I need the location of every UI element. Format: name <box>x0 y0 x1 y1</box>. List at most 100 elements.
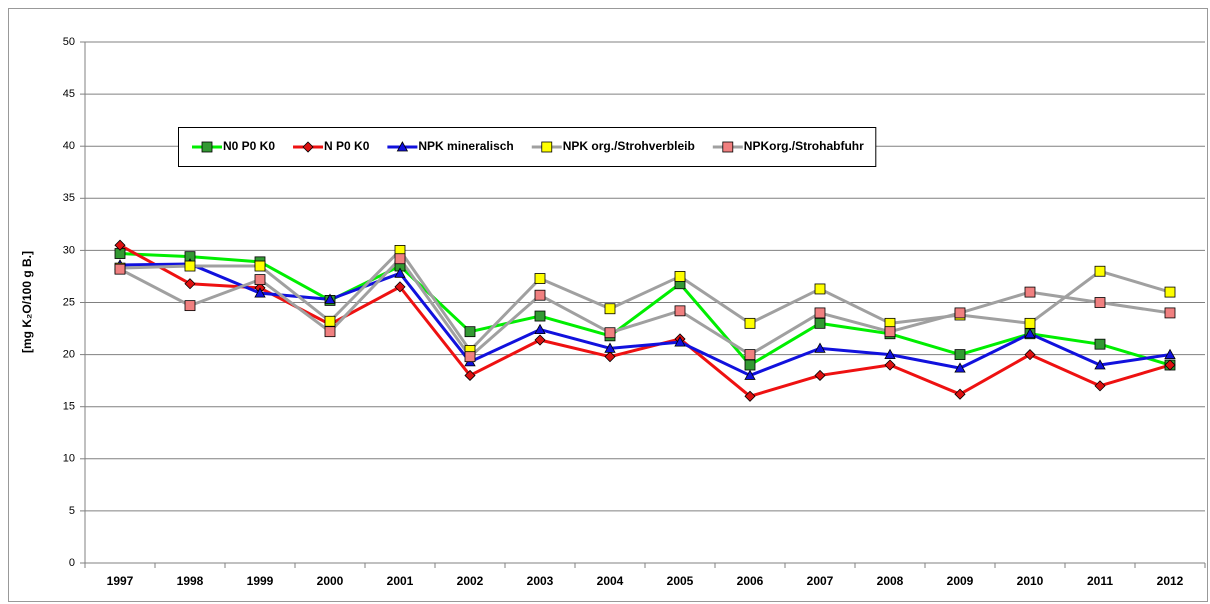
marker <box>324 315 336 327</box>
marker <box>201 141 213 153</box>
marker <box>394 281 406 293</box>
x-tick-label: 2004 <box>597 574 624 588</box>
marker <box>534 273 546 284</box>
marker <box>534 289 546 301</box>
marker <box>324 326 336 338</box>
marker <box>744 369 756 380</box>
marker <box>674 305 686 317</box>
marker <box>604 351 616 363</box>
x-tick-label: 1997 <box>107 574 134 588</box>
marker <box>814 369 826 382</box>
y-tick-label: 25 <box>63 296 75 308</box>
marker <box>954 307 966 319</box>
marker <box>954 388 966 400</box>
series-line <box>119 252 1171 367</box>
marker <box>464 326 476 338</box>
series-line <box>119 262 1171 377</box>
marker <box>1094 338 1106 350</box>
marker <box>744 390 756 402</box>
marker <box>1094 380 1106 392</box>
marker <box>814 283 826 295</box>
marker <box>884 359 896 371</box>
x-tick-label: 2010 <box>1017 574 1044 588</box>
marker <box>674 271 686 282</box>
marker <box>1094 297 1106 308</box>
marker <box>114 239 126 251</box>
marker <box>954 362 966 373</box>
marker <box>1164 307 1176 319</box>
y-tick-label: 10 <box>63 453 75 465</box>
y-tick-label: 50 <box>63 36 75 48</box>
x-tick-label: 2009 <box>947 574 974 588</box>
marker <box>302 141 314 153</box>
legend-label: NPKorg./Strohabfuhr <box>744 139 864 153</box>
series-line <box>119 248 1171 352</box>
marker <box>184 260 196 272</box>
marker <box>1024 286 1036 298</box>
y-axis-label: [mg K₂O/100 g B.] <box>20 251 34 353</box>
x-tick-label: 2012 <box>1157 574 1184 588</box>
x-tick-label: 2005 <box>667 574 694 588</box>
legend-label: NPK mineralisch <box>418 139 513 153</box>
y-tick-label: 35 <box>63 192 75 204</box>
y-tick-label: 20 <box>63 349 75 361</box>
y-tick-label: 40 <box>63 140 75 152</box>
marker <box>394 267 406 278</box>
marker <box>534 323 546 334</box>
marker <box>1024 349 1036 361</box>
y-tick-label: 0 <box>69 557 75 569</box>
y-tick-label: 30 <box>63 244 75 256</box>
y-tick-label: 45 <box>63 88 75 100</box>
x-tick-label: 1999 <box>247 574 274 588</box>
marker <box>744 359 756 371</box>
legend-label: N0 P0 K0 <box>223 139 275 153</box>
marker <box>1164 286 1176 298</box>
marker <box>464 351 476 363</box>
y-tick-label: 5 <box>69 505 75 517</box>
x-tick-label: 2011 <box>1087 574 1113 588</box>
marker <box>184 278 196 290</box>
marker <box>744 349 756 361</box>
marker <box>396 141 409 152</box>
marker <box>1164 359 1176 371</box>
marker <box>254 260 266 272</box>
marker <box>674 336 686 347</box>
marker <box>814 317 826 329</box>
marker <box>534 310 546 322</box>
x-tick-label: 2001 <box>387 574 414 588</box>
series-line <box>119 257 1171 359</box>
marker <box>464 369 476 382</box>
x-tick-label: 2002 <box>457 574 484 588</box>
marker <box>254 274 266 285</box>
x-tick-label: 2006 <box>737 574 764 588</box>
x-tick-label: 2003 <box>527 574 554 588</box>
legend: N0 P0 K0 N P0 K0 NPK mineralisch NPK org./S… <box>178 127 877 167</box>
marker <box>1094 359 1106 370</box>
marker <box>1094 265 1106 277</box>
marker <box>954 349 966 361</box>
x-tick-label: 2000 <box>317 574 344 588</box>
marker <box>394 253 406 265</box>
x-tick-label: 2007 <box>807 574 834 588</box>
marker <box>534 334 546 346</box>
marker <box>884 326 896 338</box>
legend-label: N P0 K0 <box>324 139 370 153</box>
marker <box>254 287 266 298</box>
marker <box>744 317 756 329</box>
marker <box>814 342 826 353</box>
y-tick-label: 15 <box>63 401 75 413</box>
marker <box>884 348 896 360</box>
marker <box>604 327 616 339</box>
marker <box>184 300 196 312</box>
marker <box>1024 317 1036 329</box>
marker <box>114 263 126 275</box>
marker <box>541 141 553 153</box>
marker <box>814 307 826 319</box>
x-tick-label: 2008 <box>877 574 904 588</box>
marker <box>324 293 336 304</box>
marker <box>1164 348 1176 360</box>
marker <box>604 303 616 315</box>
x-tick-label: 1998 <box>177 574 204 588</box>
marker <box>722 141 734 153</box>
